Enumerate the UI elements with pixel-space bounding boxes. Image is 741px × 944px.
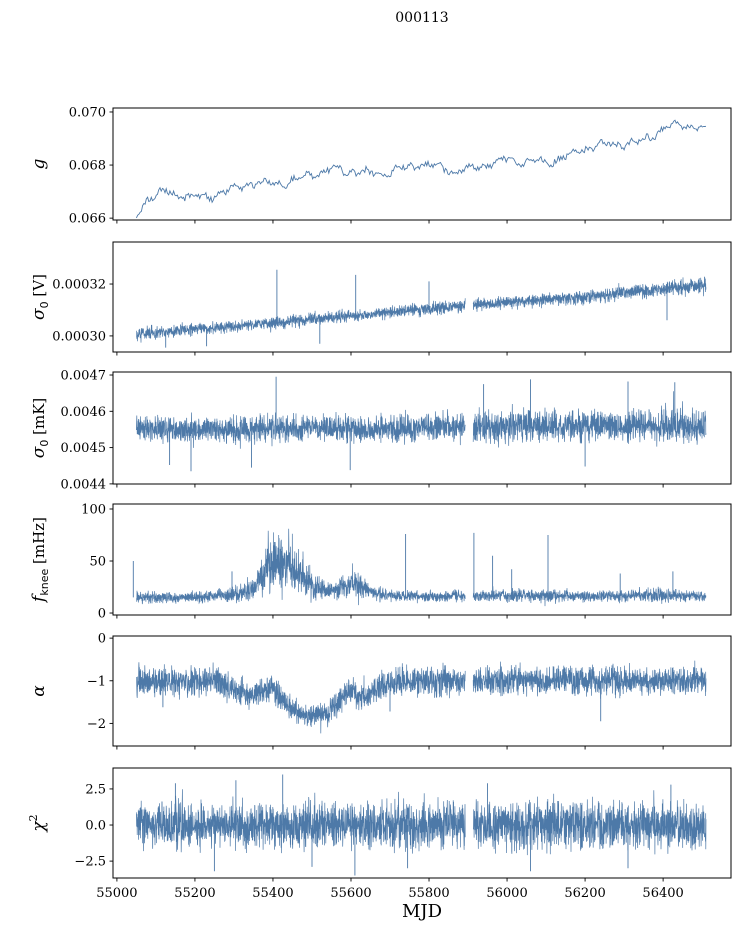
data-spikes [132, 532, 674, 598]
data-noise-band [136, 789, 707, 856]
data-spikes [162, 680, 602, 722]
x-tick-label: 55200 [174, 886, 215, 901]
y-axis-label: α [29, 685, 49, 697]
y-tick-label: 100 [81, 502, 106, 517]
y-axis-label: fknee [mHz] [29, 517, 51, 604]
data-noise-band [136, 528, 707, 607]
subplot-g: 0.066 0.068 0.070 g [29, 105, 732, 227]
axes-frame [112, 371, 732, 485]
y-tick-label: 0.0045 [61, 441, 107, 456]
data-spikes [174, 774, 672, 876]
tick-marks [109, 111, 664, 224]
y-tick-label: 0 [98, 607, 106, 622]
tick-marks [109, 508, 664, 619]
tick-marks [109, 374, 664, 488]
x-tick-label: 56200 [564, 886, 605, 901]
data-spikes [165, 269, 668, 348]
y-tick-label: 0.0044 [61, 477, 107, 492]
y-tick-label: 0.0046 [61, 405, 107, 420]
y-tick-label: −2.5 [74, 855, 106, 870]
figure-title: 000113 [395, 10, 449, 26]
y-tick-label: 0.070 [69, 105, 106, 120]
y-axis-label: χ2 [27, 814, 49, 832]
y-tick-label: 0.0 [85, 819, 106, 834]
x-tick-label: 56400 [642, 886, 683, 901]
y-tick-label: −2 [87, 717, 106, 732]
subplot-χ: 2.5 0.0 −2.5 55000 55200 55400 55600 55800 56000… [27, 767, 732, 901]
axes-frame [112, 107, 732, 221]
data-noise-band [136, 660, 707, 734]
axes-frame [112, 241, 732, 353]
y-tick-label: 0.066 [69, 212, 106, 227]
axes-frame [112, 503, 732, 616]
y-tick-label: 50 [89, 555, 106, 570]
y-tick-label: 0 [98, 632, 106, 647]
axes-frame [112, 635, 732, 747]
y-tick-label: 0.00030 [52, 329, 106, 344]
y-axis-label: g [29, 158, 49, 169]
y-axis-label: σ0 [mK] [29, 398, 51, 459]
y-tick-label: 0.068 [69, 159, 106, 174]
x-tick-label: 55000 [96, 886, 137, 901]
x-tick-label: 55600 [330, 886, 371, 901]
y-tick-label: −1 [87, 674, 106, 689]
y-tick-label: 2.5 [85, 782, 106, 797]
data-spikes [169, 376, 676, 472]
subplot-σ0: 0.0044 0.0045 0.0046 0.0047 σ0 [mK] [29, 369, 732, 492]
y-tick-label: 0.0047 [61, 369, 107, 384]
data-noise-band [136, 276, 707, 343]
y-tick-label: 0.00032 [52, 278, 106, 293]
x-tick-label: 55800 [408, 886, 449, 901]
data-line [135, 119, 707, 219]
subplot-fknee: 0 50 100 fknee [mHz] [29, 502, 732, 622]
axes-frame [112, 767, 732, 879]
x-axis-label: MJD [401, 901, 443, 922]
y-axis-label: σ0 [V] [29, 274, 51, 320]
tick-marks [109, 283, 664, 356]
tick-marks [109, 637, 664, 750]
data-noise-band [136, 391, 707, 449]
x-tick-label: 56000 [486, 886, 527, 901]
x-tick-label: 55400 [252, 886, 293, 901]
tick-marks [109, 788, 664, 882]
subplot-α: 0 −1 −2 α [29, 632, 732, 750]
